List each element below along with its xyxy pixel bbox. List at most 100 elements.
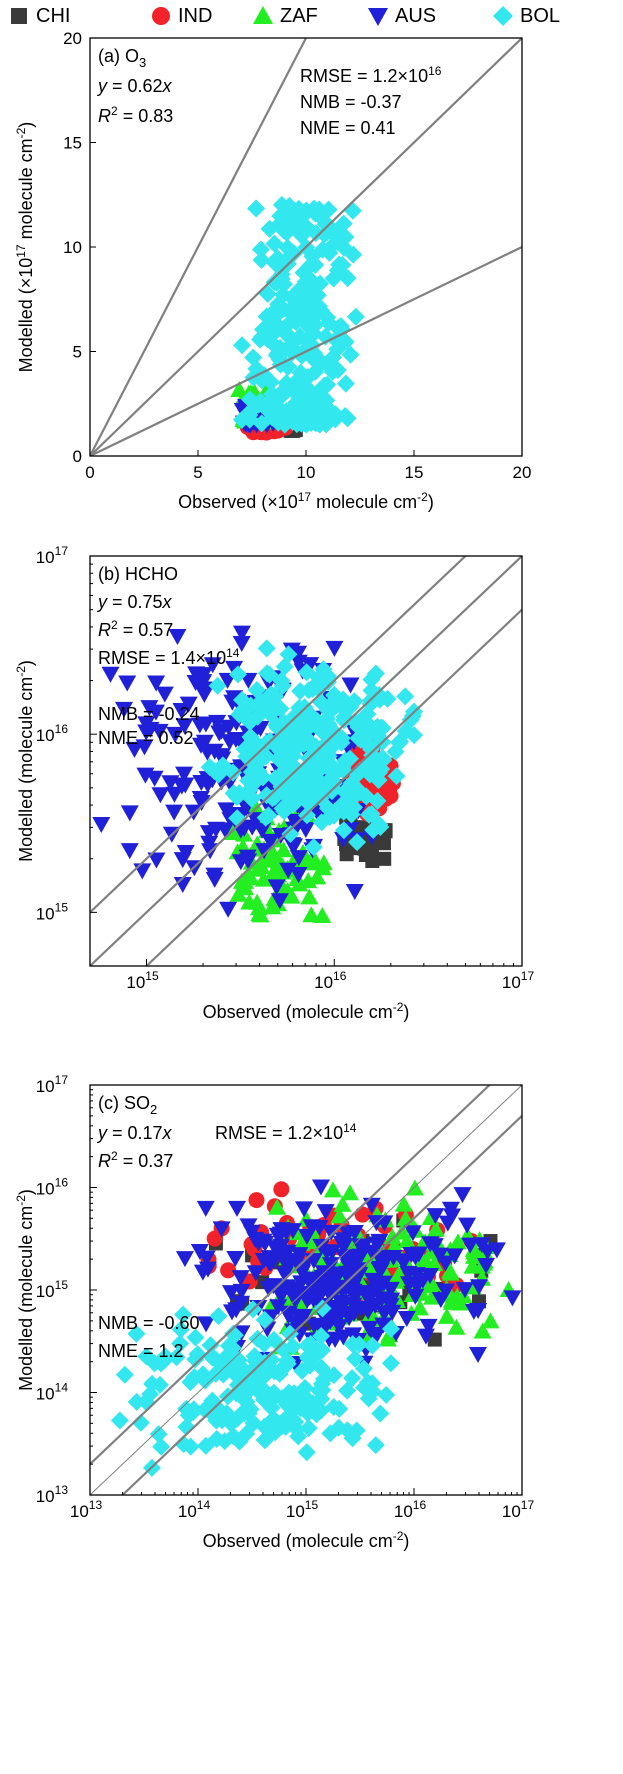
data-point [464, 1303, 483, 1320]
data-point [220, 1262, 237, 1279]
data-point [168, 629, 187, 646]
legend-item-zaf: ZAF [252, 2, 318, 30]
nmb-stat: NMB = -0.24 [98, 704, 200, 724]
data-point [289, 850, 308, 867]
x-tick-label: 0 [85, 463, 94, 482]
data-point [284, 795, 303, 814]
data-point [312, 1326, 331, 1345]
series-bol [232, 195, 365, 434]
fit-equation: y = 0.17x [96, 1123, 173, 1143]
data-point [173, 852, 192, 869]
data-point [430, 1247, 449, 1264]
data-point [334, 798, 353, 817]
data-point [227, 1384, 246, 1403]
data-point [288, 373, 307, 392]
data-point [296, 822, 315, 839]
data-point [363, 1244, 382, 1261]
legend-marker-shape [253, 6, 273, 24]
data-point [266, 1422, 285, 1441]
data-point [205, 867, 224, 884]
data-point [127, 1324, 146, 1343]
data-point [387, 767, 406, 786]
data-point [285, 286, 304, 305]
data-point [137, 716, 156, 733]
data-point [176, 777, 195, 794]
data-point [342, 1284, 361, 1301]
data-point [274, 322, 293, 341]
data-point [324, 731, 343, 750]
data-point [422, 1275, 441, 1292]
plot-area [90, 1085, 522, 1495]
data-point [323, 1310, 342, 1327]
data-point [367, 1236, 386, 1253]
data-point [282, 1283, 301, 1300]
data-point [248, 1192, 265, 1209]
data-point [311, 778, 330, 797]
data-point [398, 1232, 417, 1249]
data-point [290, 1259, 309, 1276]
y-axis-label: Modelled (×1017 molecule cm-2) [14, 122, 36, 373]
data-point [332, 320, 351, 339]
data-point [222, 1285, 241, 1302]
data-point [92, 816, 111, 833]
data-point [469, 1346, 488, 1363]
data-point [118, 675, 137, 692]
data-point [208, 714, 227, 731]
reference-line [90, 556, 468, 914]
data-point [251, 240, 270, 259]
data-point [374, 1275, 393, 1292]
data-point [275, 1266, 294, 1283]
data-point [304, 324, 323, 343]
data-point [224, 1324, 243, 1343]
data-point [197, 1316, 216, 1333]
data-point [264, 1253, 283, 1270]
data-point [359, 1246, 378, 1263]
x-tick-label: 1016 [394, 1498, 427, 1521]
data-point [297, 854, 316, 871]
data-point [281, 1255, 300, 1272]
data-point [257, 1364, 276, 1383]
data-point [246, 797, 265, 814]
y-tick-label: 1013 [36, 1483, 69, 1506]
data-point [346, 307, 365, 326]
data-point [256, 1235, 275, 1252]
data-point [342, 774, 361, 793]
data-point [343, 1429, 362, 1448]
data-point [441, 1262, 460, 1279]
data-point [155, 686, 174, 703]
data-point [321, 1424, 340, 1443]
data-point [253, 822, 272, 839]
data-point [358, 848, 373, 863]
data-point [305, 386, 324, 405]
data-point [386, 742, 405, 761]
legend-label: AUS [395, 4, 437, 27]
data-point [371, 1404, 390, 1423]
data-point [315, 715, 334, 734]
data-point [341, 697, 360, 716]
data-point [152, 1437, 171, 1456]
data-point [382, 1292, 401, 1309]
data-point [289, 654, 308, 671]
data-point [265, 851, 284, 868]
data-point [400, 1276, 419, 1293]
nmb-stat: NMB = -0.37 [300, 92, 402, 112]
data-point [268, 400, 287, 419]
data-point [436, 1283, 455, 1300]
data-point [110, 1411, 129, 1430]
y-tick-label: 0 [73, 447, 82, 466]
data-point [270, 893, 289, 910]
reference-line [90, 246, 522, 456]
data-point [305, 1317, 324, 1334]
data-point [340, 1184, 359, 1201]
data-point [362, 1259, 381, 1276]
data-point [273, 676, 292, 695]
data-point [171, 1334, 190, 1353]
panel-label: (a) O3 [98, 46, 146, 70]
data-point [165, 804, 184, 821]
legend-item-bol: BOL [492, 2, 560, 30]
data-point [175, 1251, 194, 1268]
data-point [297, 1228, 316, 1245]
data-point [263, 789, 282, 808]
data-point [187, 666, 206, 683]
data-point [344, 1327, 363, 1344]
